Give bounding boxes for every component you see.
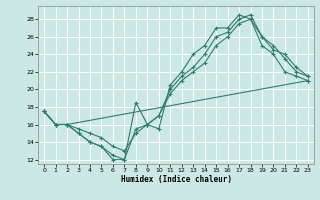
X-axis label: Humidex (Indice chaleur): Humidex (Indice chaleur) (121, 175, 231, 184)
